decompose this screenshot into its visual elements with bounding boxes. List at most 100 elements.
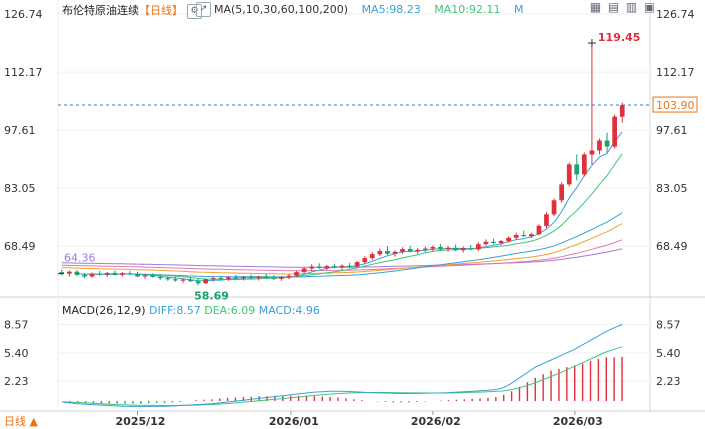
candle-body [513, 235, 519, 238]
candle-body [233, 277, 239, 279]
chart-toolbar: ▦ ▤ ▥ ▣ [585, 0, 657, 14]
settings-icon[interactable]: ⚙ [187, 3, 202, 19]
candle-body [263, 276, 269, 278]
ma10-line [84, 153, 623, 281]
macd-y-tick-right: 2.23 [656, 375, 681, 388]
y-tick-right: 68.49 [656, 240, 688, 253]
y-tick-left: 126.74 [4, 8, 43, 21]
candle-body [604, 140, 610, 147]
candle-body [521, 235, 527, 237]
candle-body [385, 251, 390, 254]
candle-body [150, 275, 155, 277]
candle-body [551, 200, 557, 215]
period-label[interactable]: 【日线】 [139, 4, 183, 17]
last-price-label: 103.90 [656, 99, 695, 112]
candle-body [104, 272, 110, 275]
candle-body [203, 279, 208, 284]
candle-body [483, 241, 489, 245]
candle-body [279, 276, 284, 279]
x-tick-label: 2026/03 [553, 415, 603, 428]
macd-params[interactable]: MACD(26,12,9) [62, 304, 146, 317]
x-tick-label: 2026/02 [411, 415, 461, 428]
macd-y-tick-right: 8.57 [656, 319, 681, 332]
candle-body [468, 248, 474, 250]
candle-body [67, 271, 72, 274]
ma-params[interactable]: MA(5,10,30,60,100,200) [214, 2, 349, 16]
candle-body [559, 184, 564, 201]
ma-more[interactable]: M [514, 2, 524, 16]
candle-body [210, 278, 216, 280]
candle-body [332, 266, 337, 268]
ma60-line [61, 223, 623, 275]
candle-body [423, 248, 428, 250]
candle-body [369, 254, 375, 259]
candle-body [453, 247, 458, 251]
ma200-line [61, 248, 623, 268]
candle-body [157, 276, 163, 279]
candle-body [248, 276, 254, 279]
candle-body [392, 251, 398, 254]
macd-diff-line [61, 324, 623, 408]
candle-body [460, 248, 466, 251]
period-selector[interactable]: 日线 ▲ [4, 415, 38, 428]
candle-body [294, 272, 299, 276]
candle-body [476, 244, 481, 250]
candle-body [498, 241, 504, 243]
candle-body [566, 164, 572, 185]
candle-body [407, 249, 413, 252]
indicator-icon[interactable]: ▥ [625, 0, 638, 14]
ma10-value: MA10:92.11 [434, 2, 501, 16]
candle-body [316, 266, 322, 269]
candle-body [309, 266, 315, 269]
ma30-line [107, 212, 623, 278]
candle-body [445, 247, 451, 249]
candle-body [362, 258, 368, 263]
candle-body [491, 241, 496, 243]
candle-body [127, 273, 133, 275]
x-tick-label: 2025/12 [116, 415, 166, 428]
fullscreen-icon[interactable]: ▣ [643, 0, 656, 14]
macd-y-tick-right: 5.40 [656, 347, 681, 360]
y-tick-right: 112.17 [656, 66, 695, 79]
candle-body [97, 273, 102, 275]
y-tick-right: 126.74 [656, 8, 695, 21]
min-price-label: 58.69 [194, 289, 229, 302]
y-tick-right: 83.05 [656, 182, 688, 195]
chart-title: 布伦特原油连续【日线】 ⚙ [62, 2, 202, 19]
macd-y-tick-left: 5.40 [4, 347, 29, 360]
grid-icon[interactable]: ▦ [589, 0, 602, 14]
candle-body [430, 247, 436, 249]
candle-body [619, 105, 625, 117]
candle-body [354, 262, 360, 267]
candle-body [188, 279, 193, 282]
ma-chart-icon[interactable]: ↗ [196, 2, 211, 17]
candle-body [544, 214, 549, 226]
candle-body [377, 251, 383, 255]
chart-type-icon[interactable]: ▤ [607, 0, 620, 14]
candle-body [226, 277, 231, 279]
candle-body [142, 275, 148, 277]
ma5-value: MA5:98.23 [361, 2, 421, 16]
candle-body [112, 272, 118, 275]
candle-body [339, 265, 345, 268]
candle-body [301, 268, 307, 273]
candle-body [438, 247, 443, 249]
candle-body [218, 278, 224, 280]
macd-diff-value: DIFF:8.57 [149, 304, 201, 317]
symbol-name: 布伦特原油连续 [62, 4, 139, 17]
candle-body [271, 277, 277, 279]
candle-body [415, 249, 421, 252]
macd-y-tick-left: 8.57 [4, 319, 29, 332]
candle-body [506, 237, 511, 241]
candle-body [195, 281, 201, 284]
candle-body [89, 273, 95, 277]
macd-macd-value: MACD:4.96 [258, 304, 320, 317]
y-tick-left: 68.49 [4, 240, 36, 253]
max-price-label: 119.45 [598, 31, 640, 44]
candle-body [529, 234, 534, 237]
candle-body [286, 275, 292, 277]
candle-body [347, 265, 352, 267]
candle-body [120, 273, 125, 275]
candle-body [165, 278, 171, 280]
